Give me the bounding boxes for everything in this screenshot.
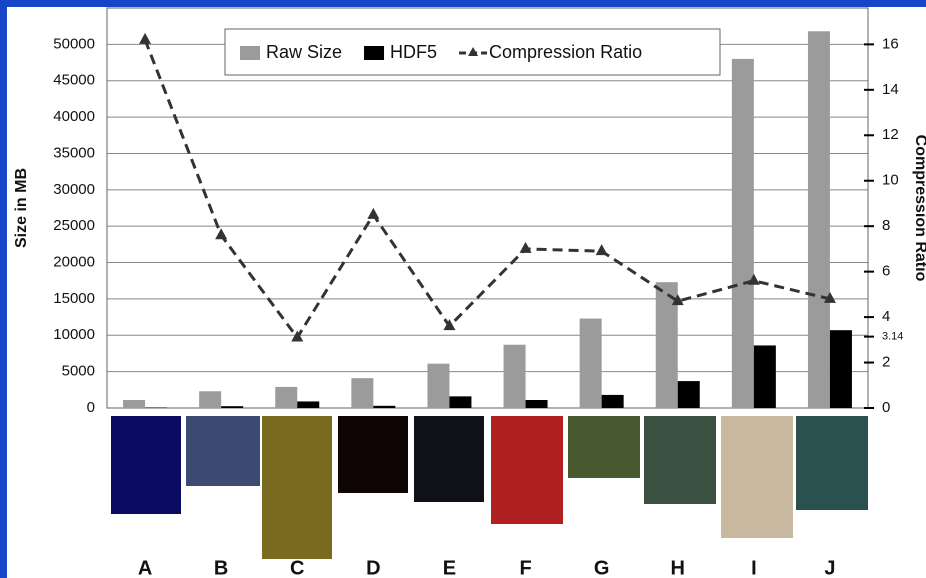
- y-tick-label: 0: [87, 399, 95, 416]
- y-tick-label: 40000: [53, 108, 95, 125]
- y-tick-label: 30000: [53, 181, 95, 198]
- x-tick-label: D: [366, 557, 380, 578]
- bar: [297, 401, 319, 408]
- legend-swatch: [364, 46, 384, 60]
- x-tick-label: J: [824, 557, 835, 578]
- y-tick-label: 45000: [53, 72, 95, 89]
- bar: [754, 345, 776, 408]
- y2-tick-label: 2: [882, 354, 890, 371]
- bar: [199, 391, 221, 408]
- x-tick-label: F: [519, 557, 531, 578]
- x-tick-label: H: [671, 557, 685, 578]
- bar: [351, 378, 373, 408]
- x-tick-label: I: [751, 557, 757, 578]
- y-tick-label: 10000: [53, 326, 95, 343]
- y2-tick-label: 10: [882, 172, 899, 189]
- bar: [504, 345, 526, 408]
- bar: [580, 319, 602, 408]
- x-tick-label: A: [138, 557, 152, 578]
- y-tick-label: 20000: [53, 254, 95, 271]
- y-tick-label: 5000: [62, 363, 95, 380]
- y2-tick-label: 0: [882, 399, 890, 416]
- y-tick-label: 35000: [53, 144, 95, 161]
- y2-tick-label: 12: [882, 126, 899, 143]
- bar: [427, 364, 449, 408]
- y-tick-label: 50000: [53, 35, 95, 52]
- legend-label: Raw Size: [266, 42, 342, 62]
- legend-label: HDF5: [390, 42, 437, 62]
- y2-tick-label: 6: [882, 263, 890, 280]
- x-tick-label: E: [443, 557, 456, 578]
- bar: [449, 396, 471, 408]
- frame-left: [0, 0, 7, 578]
- y-tick-label: 15000: [53, 290, 95, 307]
- y-axis-label: Size in MB: [13, 168, 30, 248]
- bar: [808, 31, 830, 408]
- bar: [275, 387, 297, 408]
- bar: [123, 400, 145, 408]
- y2-tick-label: 4: [882, 308, 890, 325]
- legend-swatch: [240, 46, 260, 60]
- y2-tick-label: 14: [882, 81, 899, 98]
- bar: [830, 330, 852, 408]
- bar: [145, 407, 167, 408]
- bar: [526, 400, 548, 408]
- y2-tick-label: 16: [882, 35, 899, 52]
- frame-top: [0, 0, 926, 7]
- bar: [678, 381, 700, 408]
- legend: Raw Size HDF5 Compression Ratio: [225, 29, 720, 75]
- legend-label: Compression Ratio: [489, 42, 642, 62]
- y-tick-label: 25000: [53, 217, 95, 234]
- x-tick-label: C: [290, 557, 304, 578]
- chart: Size in MB Compression Ratio 0 5000 10000 1…: [0, 0, 926, 578]
- bar: [221, 406, 243, 408]
- y2-tick-label: 8: [882, 217, 890, 234]
- y2-tick-label: 3.14: [882, 331, 903, 343]
- x-tick-label: G: [594, 557, 610, 578]
- x-tick-label: B: [214, 557, 228, 578]
- bar: [732, 59, 754, 408]
- bar: [602, 395, 624, 408]
- y2-axis-label: Compression Ratio: [912, 135, 926, 282]
- bar: [373, 406, 395, 408]
